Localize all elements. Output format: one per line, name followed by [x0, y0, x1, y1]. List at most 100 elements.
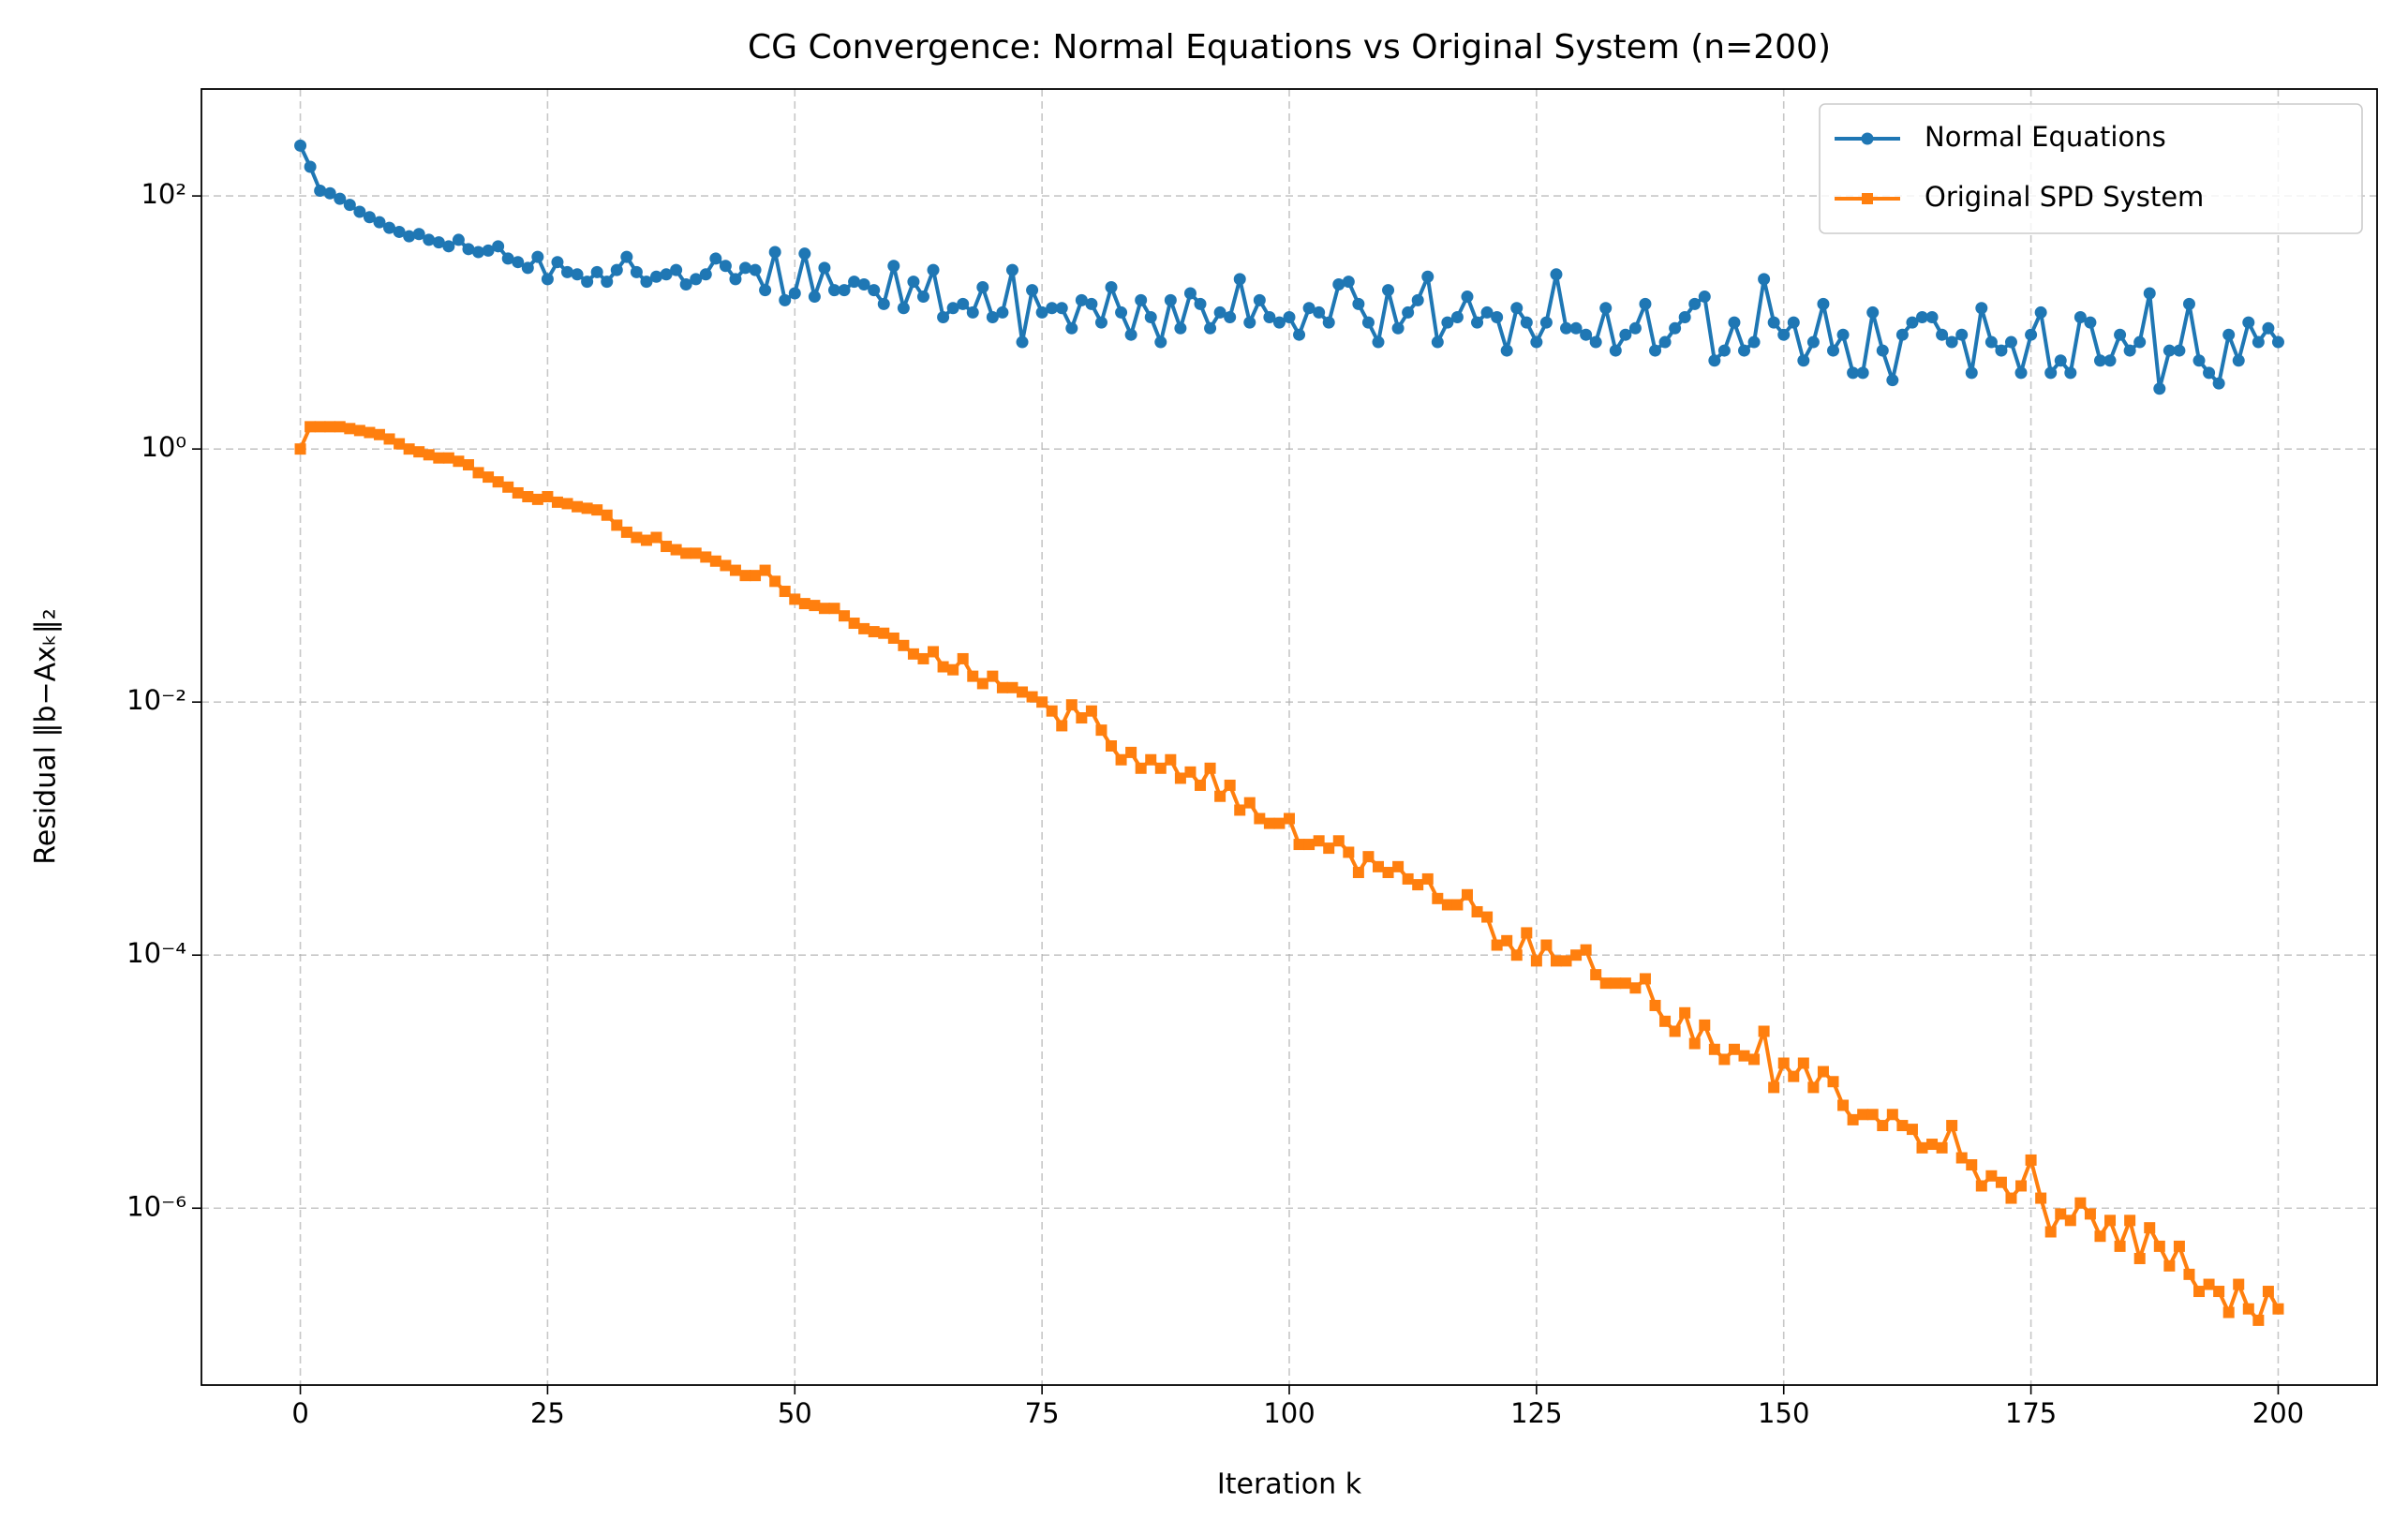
data-marker	[1243, 316, 1256, 329]
data-marker	[363, 211, 376, 224]
data-marker	[996, 681, 1008, 693]
data-marker	[868, 284, 881, 297]
data-marker	[1491, 939, 1503, 951]
data-marker	[1569, 321, 1583, 335]
data-marker	[739, 261, 751, 275]
data-marker	[848, 618, 860, 630]
data-marker	[749, 263, 762, 276]
data-marker	[2084, 316, 2097, 329]
data-marker	[729, 273, 742, 286]
data-marker	[512, 256, 525, 269]
data-marker	[1767, 316, 1780, 329]
data-marker	[2222, 328, 2236, 341]
data-marker	[472, 467, 484, 479]
data-marker	[423, 449, 435, 461]
data-marker	[1599, 302, 1613, 315]
data-marker	[1985, 1170, 1998, 1182]
data-marker	[878, 627, 890, 639]
data-marker	[1313, 835, 1325, 847]
data-marker	[1471, 316, 1484, 329]
data-marker	[927, 263, 940, 276]
data-marker	[838, 284, 851, 297]
data-marker	[373, 216, 386, 229]
data-marker	[947, 663, 959, 676]
data-marker	[2173, 1240, 2185, 1252]
data-marker	[1056, 720, 1068, 732]
data-marker	[1283, 311, 1296, 324]
data-marker	[2262, 321, 2275, 335]
data-marker	[1669, 321, 1682, 335]
data-marker	[1698, 291, 1711, 304]
data-marker	[1174, 321, 1187, 335]
data-marker	[1530, 955, 1542, 967]
data-marker	[1293, 328, 1306, 341]
data-marker	[452, 233, 465, 246]
data-marker	[1362, 851, 1375, 863]
data-marker	[1560, 321, 1573, 335]
data-marker	[1214, 790, 1226, 802]
data-marker	[1046, 705, 1058, 717]
data-marker	[670, 263, 683, 276]
data-marker	[1026, 284, 1039, 297]
data-marker	[364, 426, 376, 439]
data-marker	[373, 428, 385, 440]
data-marker	[1619, 977, 1631, 990]
data-marker	[1886, 1109, 1898, 1121]
data-marker	[1570, 949, 1583, 961]
data-marker	[1135, 293, 1148, 306]
data-marker	[1847, 366, 1860, 380]
data-marker	[1451, 899, 1464, 911]
data-marker	[1560, 955, 1572, 967]
data-marker	[1896, 1120, 1909, 1132]
data-marker	[590, 265, 603, 278]
data-marker	[1777, 1057, 1790, 1069]
data-marker	[937, 311, 950, 324]
data-marker	[1183, 287, 1197, 300]
data-marker	[1807, 1081, 1820, 1094]
data-marker	[1520, 316, 1533, 329]
data-marker	[1234, 804, 1246, 816]
data-marker	[946, 302, 959, 315]
data-marker	[887, 260, 900, 273]
data-marker	[2144, 1222, 2156, 1234]
data-marker	[1284, 812, 1295, 825]
data-marker	[314, 185, 327, 198]
data-marker	[699, 268, 712, 281]
data-marker	[808, 291, 821, 304]
data-marker	[1382, 284, 1395, 297]
data-marker	[2212, 377, 2225, 390]
data-marker	[809, 600, 821, 612]
data-marker	[492, 476, 504, 488]
data-marker	[996, 306, 1009, 319]
data-marker	[1926, 1139, 1939, 1151]
data-marker	[1392, 860, 1405, 872]
data-marker	[1817, 1066, 1829, 1078]
data-marker	[907, 648, 919, 660]
data-marker	[314, 421, 326, 433]
data-marker	[1589, 335, 1602, 349]
data-marker	[1728, 316, 1741, 329]
y-tick-label: 10²	[141, 178, 186, 210]
data-marker	[1302, 302, 1315, 315]
x-axis-label: Iteration k	[1217, 1468, 1362, 1501]
y-axis-label: Residual ‖b−Axₖ‖₂	[30, 608, 63, 865]
data-marker	[601, 509, 613, 521]
data-marker	[1758, 273, 1771, 286]
data-marker	[1481, 911, 1494, 923]
data-marker	[453, 455, 465, 468]
data-marker	[2163, 1259, 2176, 1272]
data-marker	[2035, 1192, 2047, 1204]
x-tick-label: 150	[1758, 1397, 1809, 1429]
data-marker	[2025, 328, 2038, 341]
data-marker	[1728, 1043, 1740, 1055]
data-marker	[1243, 797, 1256, 809]
data-marker	[2252, 1314, 2265, 1326]
data-marker	[2055, 1208, 2067, 1220]
data-marker	[334, 421, 346, 433]
data-marker	[2222, 1306, 2235, 1319]
data-marker	[1065, 699, 1078, 711]
data-marker	[2064, 366, 2077, 380]
data-marker	[561, 498, 573, 510]
